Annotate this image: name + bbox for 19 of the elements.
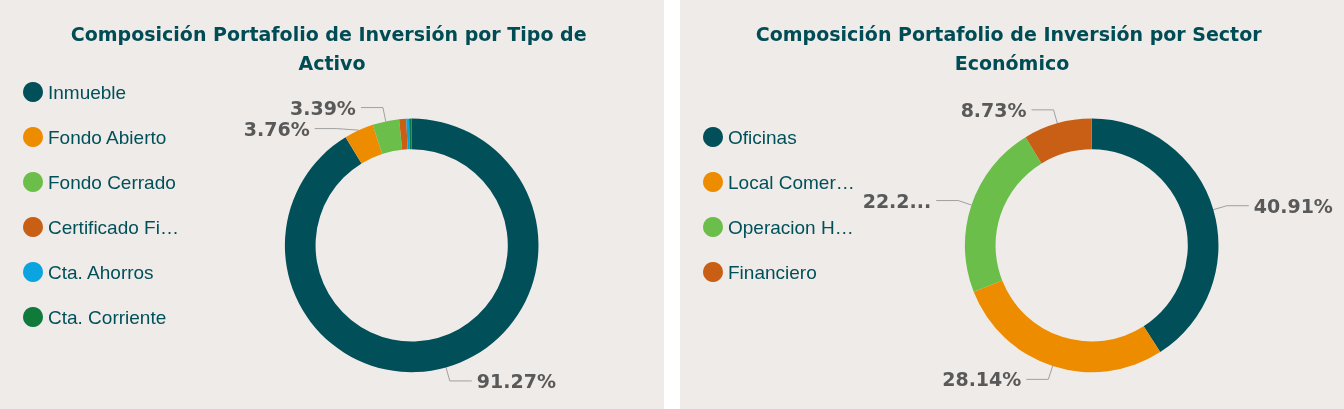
legend-label: Cta. Corriente xyxy=(48,306,167,328)
legend-label: Financiero xyxy=(728,261,817,283)
legend-label: Oficinas xyxy=(728,126,797,148)
data-label: 91.27% xyxy=(476,369,556,392)
legend-label: Cta. Ahorros xyxy=(48,261,154,283)
legend-label: Fondo Cerrado xyxy=(48,171,176,193)
data-label: 40.91% xyxy=(1253,194,1333,217)
legend-label: Inmueble xyxy=(48,81,127,103)
legend-label: Local Comer… xyxy=(728,171,855,193)
data-label: 8.73% xyxy=(960,98,1027,121)
data-label: 3.39% xyxy=(289,96,356,119)
legend-label: Fondo Abierto xyxy=(48,126,167,148)
chart-title: Composición Portafolio de Inversión por Sector Económico xyxy=(755,22,1269,74)
legend-label: Certificado Fi… xyxy=(48,216,179,238)
chart-title: Composición Portafolio de Inversión por Tipo de Activo xyxy=(70,22,594,74)
data-label: 3.76% xyxy=(243,117,310,140)
data-label: 22.2... xyxy=(862,189,932,212)
data-label: 28.14% xyxy=(942,368,1022,391)
legend-label: Operacion H… xyxy=(728,216,854,238)
